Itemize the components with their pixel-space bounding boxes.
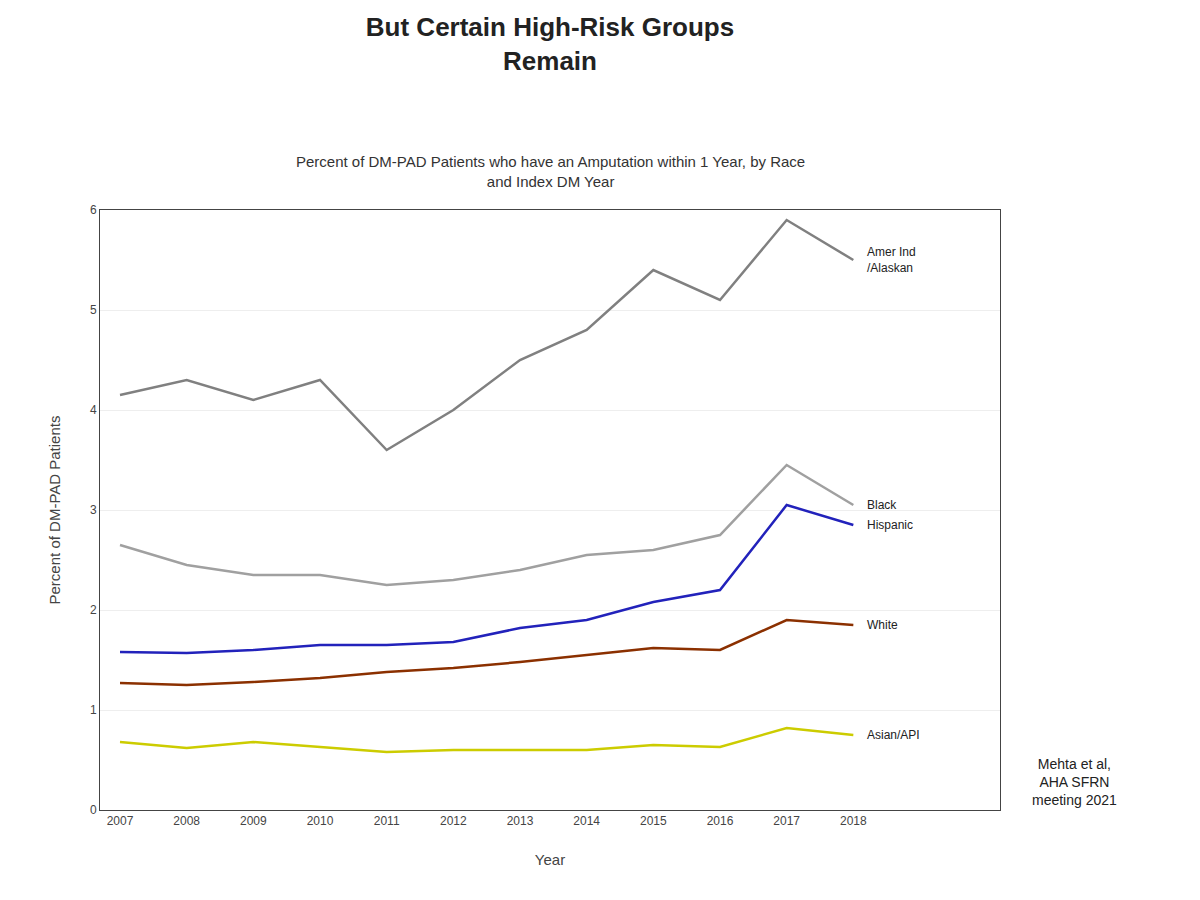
- svg-text:2009: 2009: [240, 814, 267, 828]
- svg-text:2015: 2015: [640, 814, 667, 828]
- svg-text:6: 6: [90, 203, 97, 217]
- svg-text:2018: 2018: [840, 814, 867, 828]
- svg-text:Year: Year: [535, 851, 565, 868]
- svg-text:1: 1: [90, 703, 97, 717]
- svg-text:Amer Ind/Alaskan: Amer Ind/Alaskan: [867, 245, 916, 275]
- svg-text:2008: 2008: [173, 814, 200, 828]
- svg-text:2011: 2011: [374, 814, 400, 828]
- svg-text:2: 2: [90, 603, 97, 617]
- svg-text:Percent of DM-PAD Patients: Percent of DM-PAD Patients: [46, 416, 63, 605]
- svg-text:Mehta et al,AHA SFRNmeeting 20: Mehta et al,AHA SFRNmeeting 2021: [1032, 756, 1117, 808]
- svg-text:5: 5: [90, 303, 97, 317]
- svg-text:2013: 2013: [507, 814, 534, 828]
- svg-text:2010: 2010: [307, 814, 334, 828]
- svg-text:2014: 2014: [573, 814, 600, 828]
- svg-text:2017: 2017: [773, 814, 800, 828]
- svg-text:2016: 2016: [707, 814, 734, 828]
- svg-text:Hispanic: Hispanic: [867, 518, 913, 532]
- svg-text:2007: 2007: [107, 814, 134, 828]
- svg-text:0: 0: [90, 803, 97, 817]
- svg-text:4: 4: [90, 403, 97, 417]
- svg-text:Percent of DM-PAD Patients who: Percent of DM-PAD Patients who have an A…: [296, 153, 805, 190]
- svg-text:But Certain High-Risk GroupsRe: But Certain High-Risk GroupsRemain: [366, 12, 734, 76]
- svg-text:2012: 2012: [440, 814, 467, 828]
- svg-text:Asian/API: Asian/API: [867, 728, 920, 742]
- svg-text:3: 3: [90, 503, 97, 517]
- svg-text:White: White: [867, 618, 898, 632]
- svg-text:Black: Black: [867, 498, 897, 512]
